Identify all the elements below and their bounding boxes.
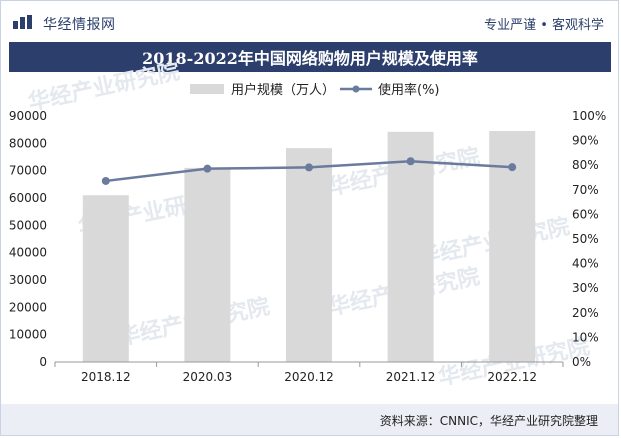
source-note: 资料来源：CNNIC，华经产业研究院整理: [379, 414, 598, 428]
footer-bar: 资料来源：CNNIC，华经产业研究院整理: [1, 404, 618, 435]
brand-name: 华经情报网: [43, 17, 116, 33]
header-bar: 华经情报网 专业严谨 • 客观科学: [1, 1, 618, 41]
bar-chart-logo-icon: [13, 15, 32, 29]
brand-tagline: 专业严谨 • 客观科学: [484, 18, 604, 33]
chart-title: 2018-2022年中国网络购物用户规模及使用率: [9, 42, 611, 72]
